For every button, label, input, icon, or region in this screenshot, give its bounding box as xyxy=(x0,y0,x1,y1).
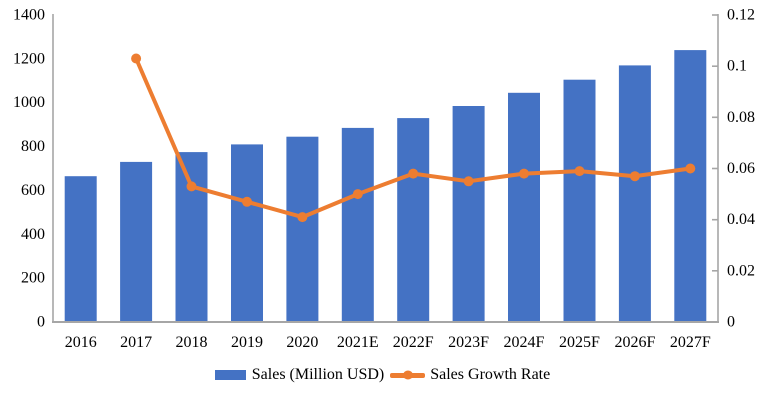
right-axis-tick-label: 0.08 xyxy=(727,109,755,126)
sales-bar-2016 xyxy=(64,176,97,322)
right-axis-tick-label: 0.02 xyxy=(727,262,755,279)
x-axis-label-2019: 2019 xyxy=(231,334,263,351)
x-axis-label-2024F: 2024F xyxy=(504,334,545,351)
x-axis-label-2020: 2020 xyxy=(286,334,318,351)
growth-rate-point-2020 xyxy=(297,212,308,223)
sales-bar-2019 xyxy=(231,144,263,322)
left-axis-tick-label: 400 xyxy=(21,226,45,243)
growth-rate-legend-label: Sales Growth Rate xyxy=(430,366,551,383)
x-axis-label-2023F: 2023F xyxy=(448,334,489,351)
growth-rate-point-2018 xyxy=(186,181,197,192)
growth-rate-point-2024F xyxy=(519,168,529,179)
x-axis-label-2018: 2018 xyxy=(176,334,208,351)
x-axis-label-2026F: 2026F xyxy=(614,334,655,351)
x-axis-category-labels: 2016 2017 2018 2019 2020 2021E 2022F 2023F 2024F… xyxy=(65,334,711,351)
right-axis-tick-label: 0.1 xyxy=(727,58,747,75)
x-axis-label-2016: 2016 xyxy=(65,334,97,351)
growth-rate-line-series xyxy=(131,53,696,223)
legend-item-growth-rate: Sales Growth Rate xyxy=(390,366,550,384)
sales-bar-2017 xyxy=(120,161,153,322)
growth-rate-point-2022F xyxy=(408,168,419,179)
x-axis-label-2025F: 2025F xyxy=(559,334,600,351)
x-axis-label-2027F: 2027F xyxy=(670,334,711,351)
growth-rate-marker-icon xyxy=(402,370,413,380)
sales-bar-2027F xyxy=(674,50,707,322)
x-axis-label-2017: 2017 xyxy=(120,334,152,351)
sales-bar-2022F xyxy=(397,118,430,322)
left-axis-tick-label: 1200 xyxy=(13,50,45,67)
left-axis-tick-label: 1000 xyxy=(13,94,45,111)
sales-bar-2026F xyxy=(618,65,651,323)
sales-bar-swatch-icon xyxy=(214,370,246,380)
left-axis-tick-label: 200 xyxy=(21,270,45,287)
legend-item-sales: Sales (Million USD) xyxy=(214,366,385,384)
left-axis-tick-label: 800 xyxy=(21,138,45,155)
growth-rate-line-swatch-icon xyxy=(390,370,426,380)
right-axis-tick-label: 0.06 xyxy=(727,160,755,177)
sales-bars-series xyxy=(64,50,707,323)
growth-rate-point-2027F xyxy=(685,163,696,174)
sales-and-growth-rate-combo-chart: 0 200 400 600 800 1000 1200 1400 0 0.02 0.04 0.06 0.… xyxy=(13,7,755,352)
right-axis-tick-label: 0 xyxy=(727,314,735,331)
growth-rate-point-2026F xyxy=(629,171,640,182)
sales-bar-2020 xyxy=(286,136,319,322)
growth-rate-point-2021E xyxy=(352,189,363,200)
left-axis-tick-label: 1400 xyxy=(13,7,45,24)
growth-rate-point-2019 xyxy=(242,196,252,207)
sales-bar-2018 xyxy=(175,152,208,322)
sales-bar-2023F xyxy=(452,106,485,322)
right-axis-tick-labels: 0 0.02 0.04 0.06 0.08 0.1 0.12 xyxy=(712,7,755,331)
left-axis-tick-label: 0 xyxy=(37,314,45,331)
growth-rate-point-2025F xyxy=(574,166,585,177)
sales-bar-2025F xyxy=(563,79,596,322)
growth-rate-point-2023F xyxy=(463,176,474,187)
sales-bar-2021E xyxy=(341,127,374,323)
left-axis-tick-label: 600 xyxy=(21,182,45,199)
x-axis-label-2022F: 2022F xyxy=(393,334,434,351)
growth-rate-point-2017 xyxy=(131,53,142,64)
sales-bar-2024F xyxy=(508,92,540,322)
chart-legend: Sales (Million USD) Sales Growth Rate xyxy=(0,366,765,384)
x-axis-label-2021E: 2021E xyxy=(337,334,379,351)
right-axis-tick-label: 0.12 xyxy=(727,7,755,24)
right-axis-tick-label: 0.04 xyxy=(727,211,755,228)
sales-legend-label: Sales (Million USD) xyxy=(251,366,385,383)
left-axis-tick-labels: 0 200 400 600 800 1000 1200 1400 xyxy=(13,7,45,331)
